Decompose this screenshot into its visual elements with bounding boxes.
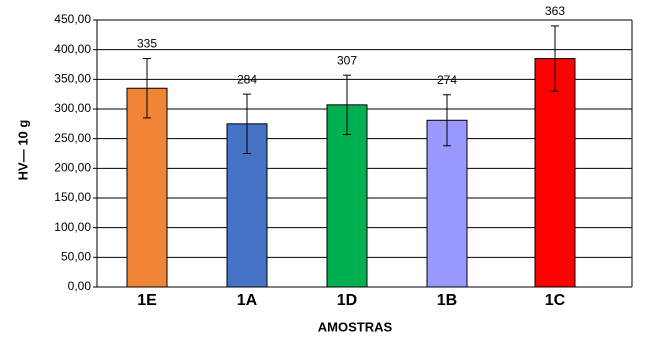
bar: [426, 119, 468, 288]
y-axis-label: HV— 10 g: [15, 120, 30, 181]
annotation: 274: [437, 73, 457, 87]
y-tick-label: 200,00: [54, 161, 91, 175]
y-tick-label: 250,00: [54, 131, 91, 145]
bar: [534, 58, 576, 288]
annotation: 363: [545, 4, 565, 18]
annotation: 307: [337, 53, 357, 67]
y-tick-label: 50,00: [61, 250, 91, 264]
y-tick-label: 100,00: [54, 220, 91, 234]
y-tick-label: 400,00: [54, 42, 91, 56]
y-tick-label: 300,00: [54, 101, 91, 115]
x-axis-label: AMOSTRAS: [318, 319, 393, 334]
x-tick-label: 1E: [137, 292, 157, 309]
x-tick-label: 1B: [437, 292, 457, 309]
y-tick-label: 350,00: [54, 72, 91, 86]
annotation: 284: [237, 72, 257, 86]
x-tick-label: 1C: [545, 292, 566, 309]
y-tick-label: 150,00: [54, 190, 91, 204]
x-tick-label: 1A: [237, 292, 258, 309]
y-tick-label: 0,00: [68, 279, 92, 293]
y-tick-label: 450,00: [54, 12, 91, 26]
annotation: 335: [137, 37, 157, 51]
x-tick-label: 1D: [337, 292, 357, 309]
